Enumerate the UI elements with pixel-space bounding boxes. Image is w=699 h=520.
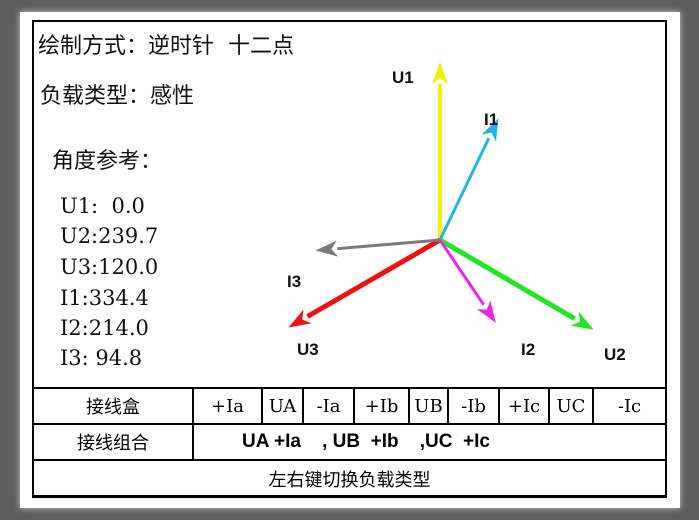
hint-text: 左右键切换负载类型	[32, 459, 667, 498]
terminal-cell: UB	[408, 387, 449, 425]
load-type-value: 感性	[150, 84, 195, 109]
draw-mode: 绘制方式：逆时针 十二点	[38, 28, 294, 60]
vector-shaft-i3	[337, 238, 441, 251]
vector-shaft-i1	[438, 137, 491, 241]
draw-mode-label: 绘制方式：	[38, 34, 149, 59]
angle-i2: I2:214.0	[60, 316, 149, 340]
label-i1: I1	[484, 110, 499, 129]
arrowhead-u3	[288, 309, 312, 328]
junction-row: 接线盒 +Ia UA -Ia +Ib UB -Ib +Ic UC -Ic	[32, 387, 667, 425]
junction-label: 接线盒	[32, 387, 194, 425]
angle-i1: I1:334.4	[60, 286, 149, 310]
vector-shaft-i2	[438, 239, 485, 306]
arrowhead-u2	[570, 311, 594, 330]
label-u1: U1	[392, 68, 414, 87]
load-type: 负载类型：感性	[40, 78, 194, 110]
combo-value: UA +Ia , UB +Ib ,UC +Ic	[192, 423, 667, 461]
arrowhead-i2	[476, 300, 496, 323]
arrowhead-i3	[315, 240, 339, 257]
vector-u3	[288, 237, 442, 328]
label-u2: U2	[604, 345, 626, 364]
vector-u1	[432, 62, 448, 240]
terminal-cell: +Ia	[192, 387, 263, 425]
angle-u1: U1: 0.0	[60, 194, 145, 218]
label-u3: U3	[297, 340, 319, 359]
vector-i2	[438, 239, 496, 323]
terminal-cell: UA	[261, 387, 304, 425]
terminal-cell: +Ib	[353, 387, 410, 425]
arrowhead-u1	[432, 62, 448, 84]
vector-shaft-u3	[306, 237, 442, 319]
vector-shaft-u2	[438, 237, 576, 321]
terminal-cell: -Ic	[592, 387, 667, 425]
terminal-cell: UC	[548, 387, 594, 425]
angle-u2: U2:239.7	[60, 224, 159, 248]
phasor-diagram	[288, 62, 594, 330]
load-type-label: 负载类型：	[40, 84, 151, 109]
combo-row: 接线组合 UA +Ia , UB +Ib ,UC +Ic	[32, 423, 667, 461]
wiring-table: 接线盒 +Ia UA -Ia +Ib UB -Ib +Ic UC -Ic 接线组…	[32, 387, 667, 498]
hint-row: 左右键切换负载类型	[32, 459, 667, 498]
label-i2: I2	[521, 340, 536, 359]
terminal-cell: -Ia	[302, 387, 355, 425]
terminal-cell: -Ib	[447, 387, 500, 425]
label-i3: I3	[287, 272, 302, 291]
angle-i3: I3: 94.8	[60, 346, 143, 370]
combo-label: 接线组合	[32, 423, 194, 461]
arrowhead-i1	[481, 118, 499, 142]
terminal-cell: +Ic	[498, 387, 550, 425]
angle-u3: U3:120.0	[60, 255, 159, 279]
vector-i3	[315, 238, 441, 257]
angle-ref-label: 角度参考：	[52, 149, 163, 174]
vector-u2	[438, 237, 594, 330]
draw-mode-value: 逆时针 十二点	[148, 34, 295, 59]
vector-i1	[438, 118, 499, 241]
